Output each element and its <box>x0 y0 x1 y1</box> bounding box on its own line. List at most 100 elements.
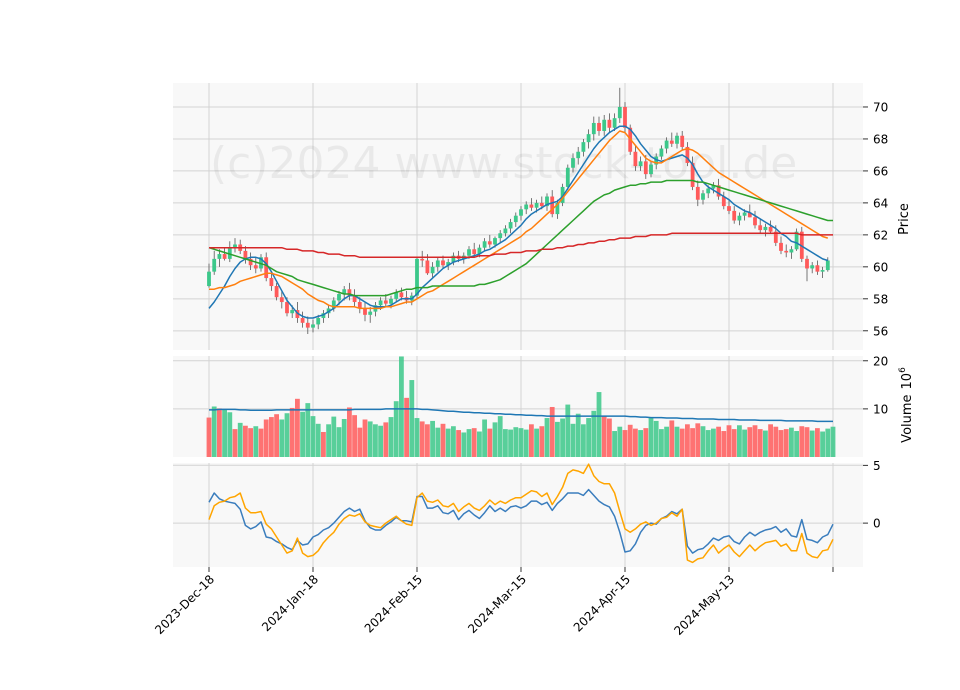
volume-bar <box>310 416 316 457</box>
volume-bar <box>357 427 363 457</box>
volume-bar <box>425 424 430 457</box>
candle-body <box>612 118 617 128</box>
volume-bar <box>596 392 602 457</box>
volume-bar <box>399 356 404 457</box>
volume-bar <box>529 424 534 457</box>
volume-bar <box>752 425 758 457</box>
volume-bar <box>305 403 311 457</box>
volume-bar <box>503 429 508 457</box>
candle-body <box>300 318 305 323</box>
volume-bar <box>570 423 576 457</box>
volume-bar <box>217 408 222 457</box>
candle-body <box>602 119 607 131</box>
volume-bar <box>825 428 831 457</box>
price-y-tick-label: 70 <box>873 100 888 114</box>
volume-bar <box>404 397 409 457</box>
candle-body <box>597 122 601 131</box>
candle-body <box>711 185 716 189</box>
volume-bar <box>820 431 825 457</box>
volume-bar <box>362 419 368 457</box>
volume-bar <box>747 427 753 457</box>
volume-bar <box>586 418 591 457</box>
x-tick-label: 2024-Mar-15 <box>465 572 529 636</box>
candle-body <box>706 188 711 194</box>
volume-bar <box>617 426 623 457</box>
volume-bar <box>601 416 607 457</box>
volume-bar <box>659 429 664 457</box>
volume-bar <box>206 417 212 457</box>
volume-bar <box>778 430 784 457</box>
volume-bar <box>737 425 742 457</box>
volume-bar <box>243 425 248 457</box>
volume-bar <box>612 431 617 457</box>
volume-bar <box>222 409 227 457</box>
volume-bar <box>804 427 810 457</box>
candle-body <box>487 241 492 245</box>
volume-bar <box>487 428 493 457</box>
candle-body <box>311 324 315 328</box>
candle-body <box>794 231 799 250</box>
candle-body <box>820 270 825 272</box>
volume-bar <box>830 426 836 457</box>
volume-bar <box>575 413 581 457</box>
volume-bar <box>269 417 274 457</box>
oscillator-y-tick-label: 0 <box>873 517 881 531</box>
volume-bars <box>206 356 836 457</box>
candle-body <box>633 151 638 167</box>
volume-bar <box>435 427 441 457</box>
ma-20-line <box>209 130 829 310</box>
candle-body <box>763 226 768 231</box>
volume-bar <box>705 430 711 457</box>
candle-body <box>446 262 451 266</box>
candle-body <box>331 300 336 309</box>
volume-axis-label-text: Volume <box>900 394 915 442</box>
volume-bar <box>685 424 690 457</box>
volume-bar <box>508 429 513 457</box>
price-y-tick-label: 56 <box>873 324 888 338</box>
candle-body <box>368 311 373 315</box>
candle-body <box>805 258 809 269</box>
candle-body <box>389 298 393 304</box>
candle-body <box>383 300 388 304</box>
candle-body <box>305 322 310 328</box>
price-y-tick-label: 64 <box>873 196 888 210</box>
candle-body <box>784 250 789 253</box>
candle-body <box>347 289 352 296</box>
candle-body <box>565 167 570 187</box>
x-tick-label: 2024-Apr-15 <box>571 572 633 634</box>
candle-body <box>248 258 253 266</box>
volume-bar <box>383 422 389 457</box>
volume-bar <box>565 404 571 457</box>
candle-body <box>742 212 747 216</box>
volume-bar <box>430 420 435 457</box>
volume-bar <box>523 429 529 457</box>
volume-bar <box>622 430 628 457</box>
volume-bar <box>300 411 305 457</box>
candle-body <box>732 210 737 221</box>
volume-bar <box>211 406 217 457</box>
candle-body <box>643 161 648 175</box>
candle-body <box>357 302 362 309</box>
volume-bar <box>591 410 597 457</box>
volume-bar <box>321 431 326 457</box>
volume-bar <box>456 430 461 457</box>
candle-body <box>274 286 279 298</box>
price-y-tick-label: 66 <box>873 164 888 178</box>
x-tick-label: 2023-Dec-18 <box>152 572 217 637</box>
candle-body <box>394 292 399 299</box>
volume-bar <box>518 428 524 457</box>
candle-body <box>503 228 508 234</box>
volume-bar <box>560 418 565 457</box>
candle-body <box>825 260 830 271</box>
candle-body <box>415 258 419 296</box>
volume-bar <box>815 428 820 457</box>
volume-bar <box>347 407 352 457</box>
volume-bar <box>482 419 487 457</box>
volume-axis-exponent-base: 10 <box>900 373 915 390</box>
volume-bar <box>638 430 643 457</box>
volume-bar <box>721 431 727 457</box>
volume-bar <box>763 430 768 457</box>
candle-body <box>342 289 347 295</box>
volume-bar <box>419 421 425 457</box>
price-axis-label: Price <box>897 203 912 235</box>
